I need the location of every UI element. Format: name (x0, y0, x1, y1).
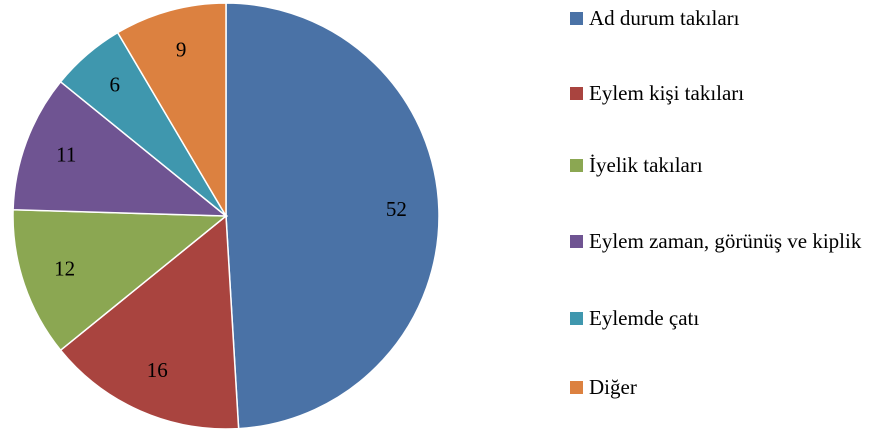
data-label: 16 (147, 358, 168, 382)
chart: 52 16 12 11 6 9 (12, 2, 440, 430)
legend-item: Eylemde çatı (570, 305, 870, 331)
pie-slice (12, 80, 229, 217)
pie-slice (12, 208, 229, 352)
legend-label: Ad durum takıları (589, 6, 740, 30)
data-label: 9 (176, 37, 187, 61)
legend-label: Eylemde çatı (589, 306, 700, 330)
legend-swatch (570, 87, 583, 100)
legend-item: Diğer (570, 374, 870, 400)
data-label: 11 (56, 142, 76, 166)
data-label: 6 (110, 73, 121, 97)
legend-swatch (570, 12, 583, 25)
pie-slice (225, 2, 440, 430)
legend-swatch (570, 235, 583, 248)
legend-item: Eylem kişi takıları (570, 80, 870, 106)
legend-label: Eylem kişi takıları (589, 81, 745, 105)
legend-label: Eylem zaman, görünüş ve kiplik (589, 229, 862, 253)
legend-swatch (570, 159, 583, 172)
pie-slice (59, 214, 240, 430)
pie-slice (116, 2, 227, 219)
legend-swatch (570, 381, 583, 394)
data-label: 52 (386, 197, 407, 221)
legend-item: Ad durum takıları (570, 5, 870, 31)
legend-item: Eylem zaman, görünüş ve kiplik (570, 228, 870, 254)
legend-item: İyelik takıları (570, 152, 870, 178)
legend-label: İyelik takıları (589, 153, 703, 177)
legend-swatch (570, 312, 583, 325)
legend-label: Diğer (589, 375, 637, 399)
data-label: 12 (54, 256, 75, 280)
